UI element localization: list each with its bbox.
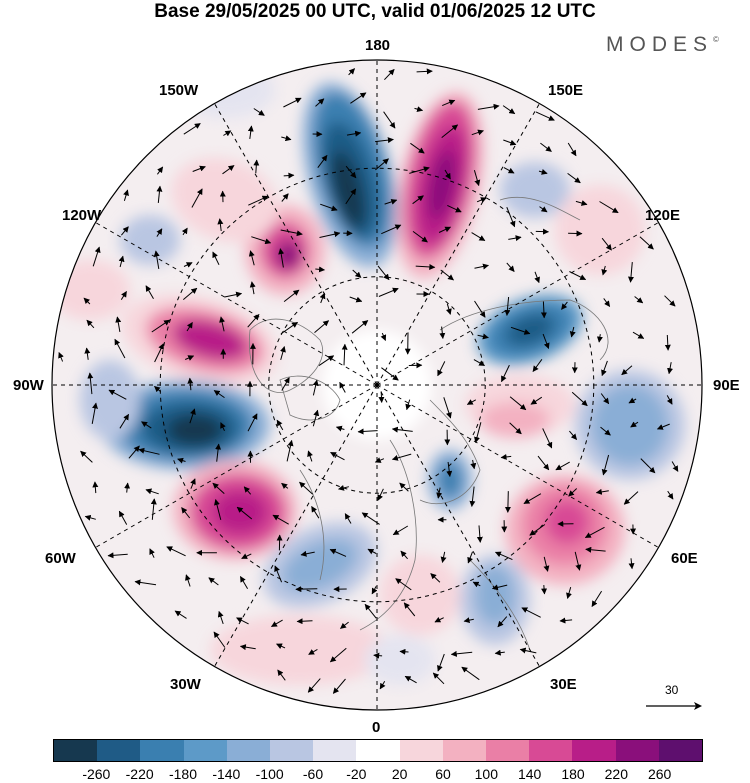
colorbar — [53, 739, 703, 762]
lon-label-150e: 150E — [548, 82, 584, 99]
colorbar-cell — [399, 740, 443, 761]
colorbar-label: 220 — [604, 766, 629, 782]
colorbar-label: -220 — [125, 766, 154, 782]
colorbar-label: 60 — [435, 766, 451, 782]
colorbar-cell — [615, 740, 659, 761]
lon-label-30w: 30W — [170, 676, 201, 693]
colorbar-cell — [442, 740, 487, 761]
colorbar-cell — [356, 740, 400, 761]
coastlines — [248, 196, 609, 651]
colorbar-label: 20 — [391, 766, 408, 782]
colorbar-label: 100 — [474, 766, 499, 782]
colorbar-cell — [183, 740, 227, 761]
colorbar-cell — [572, 740, 616, 761]
colorbar-cell — [486, 740, 530, 761]
lon-label-60e: 60E — [671, 550, 698, 567]
lon-label-120e: 120E — [645, 207, 681, 224]
colorbar-cell — [270, 740, 314, 761]
colorbar-label: 140 — [517, 766, 542, 782]
colorbar-label: 260 — [647, 766, 672, 782]
graticule — [52, 60, 702, 710]
colorbar-cell — [54, 740, 98, 761]
lon-label-90e: 90E — [713, 377, 740, 394]
brand-logo: MODES© — [606, 33, 719, 57]
colorbar-label: -20 — [346, 766, 367, 782]
colorbar-cell — [226, 740, 271, 761]
colorbar-label: -100 — [255, 766, 284, 782]
colorbar-label: 180 — [561, 766, 585, 782]
colorbar-label: -60 — [302, 766, 324, 782]
lon-label-90w: 90W — [13, 377, 44, 394]
colorbar-cell — [529, 740, 573, 761]
colorbar-cell — [313, 740, 357, 761]
brand-mark: © — [713, 35, 719, 44]
colorbar-label: -140 — [212, 766, 241, 782]
colorbar-cell — [97, 740, 141, 761]
lon-label-180: 180 — [365, 37, 391, 54]
colorbar-cell — [140, 740, 184, 761]
colorbar-label: -260 — [82, 766, 111, 782]
lon-label-60w: 60W — [45, 550, 76, 567]
reference-vector-arrow — [646, 702, 702, 710]
brand-text: MODES — [606, 33, 714, 56]
lon-label-150w: 150W — [159, 82, 199, 99]
reference-vector-label: 30 — [665, 683, 679, 697]
map-title: Base 29/05/2025 00 UTC, valid 01/06/2025… — [154, 1, 596, 22]
lon-label-0: 0 — [372, 719, 381, 736]
map-boundary — [51, 59, 703, 711]
colorbar-cell — [658, 740, 703, 761]
colorbar-label: -180 — [168, 766, 198, 782]
wind-vectors — [58, 68, 679, 694]
lon-label-120w: 120W — [62, 207, 102, 224]
lon-label-30e: 30E — [550, 676, 577, 693]
